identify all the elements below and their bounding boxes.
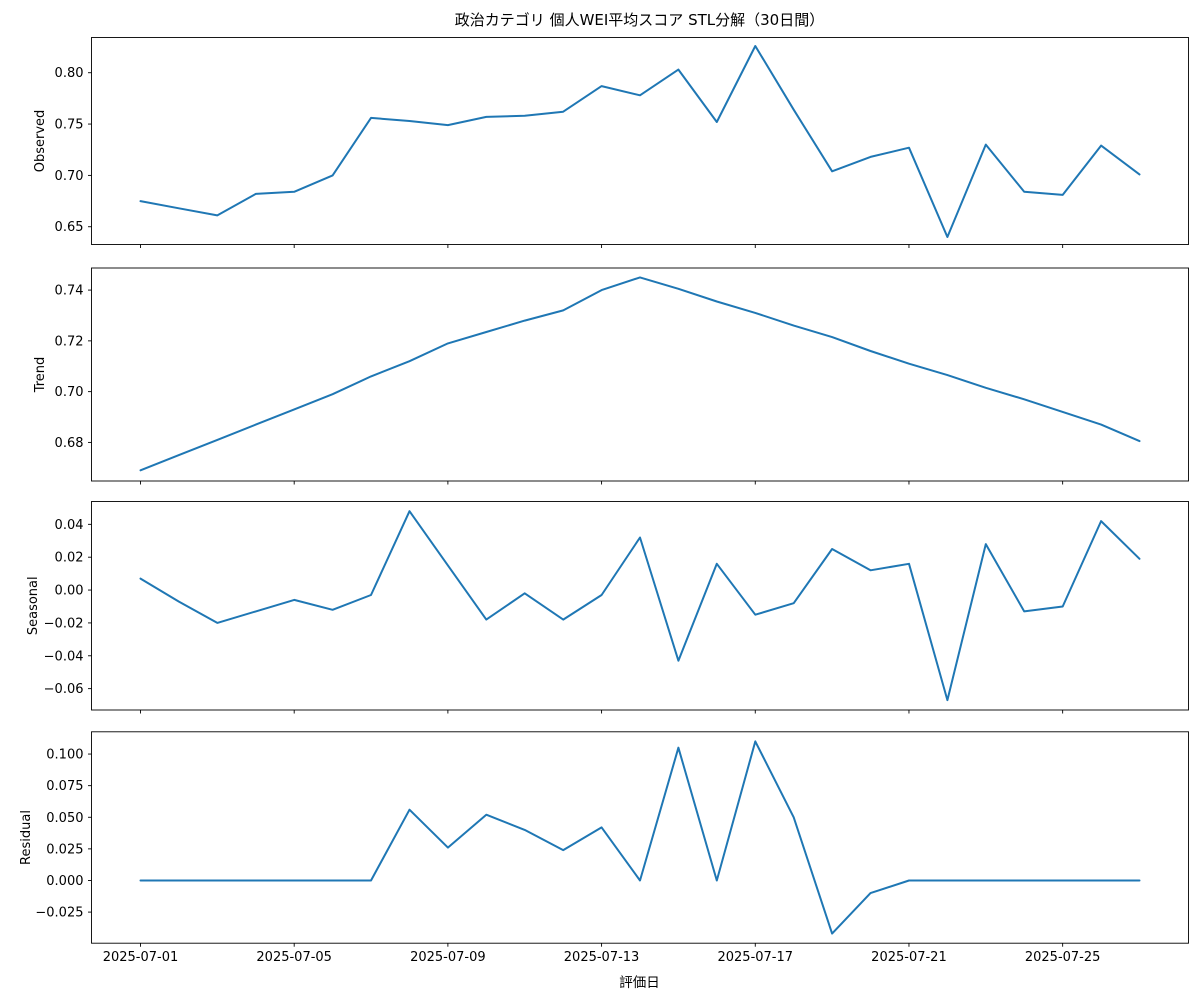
panel-border [91, 501, 1189, 711]
series-line-trend [139, 276, 1141, 472]
x-tick-label: 2025-07-21 [871, 950, 947, 965]
x-tick-label: 2025-07-13 [564, 950, 640, 965]
y-tick-label: 0.025 [46, 842, 83, 857]
y-tick-label: 0.72 [55, 334, 84, 349]
y-tick-label: 0.050 [46, 811, 83, 826]
y-tick-label: 0.100 [46, 748, 83, 763]
panel-residual: −0.025 0.000 0.025 0.050 0.075 0.100 2025-07-0… [19, 731, 1189, 965]
y-tick-label: 0.70 [55, 169, 84, 184]
y-axis-label: Seasonal [26, 576, 41, 635]
y-axis-label: Observed [33, 110, 48, 173]
panel-border [91, 37, 1189, 245]
y-axis-label: Residual [19, 810, 34, 865]
y-axis-label: Trend [33, 357, 48, 394]
series-line-seasonal [139, 510, 1141, 702]
y-tick-label: 0.68 [55, 436, 84, 451]
x-tick-label: 2025-07-09 [410, 950, 486, 965]
y-tick-label: 0.02 [55, 551, 84, 566]
x-tick-label: 2025-07-05 [256, 950, 332, 965]
y-tick-label: 0.000 [46, 874, 83, 889]
panel-observed: 0.65 0.70 0.75 0.80 Observed [33, 37, 1189, 248]
y-tick-label: 0.74 [55, 284, 84, 299]
y-tick-label: 0.04 [55, 518, 84, 533]
y-tick-label: 0.075 [46, 779, 83, 794]
y-tick-label: −0.06 [44, 682, 84, 697]
x-tick-label: 2025-07-25 [1025, 950, 1101, 965]
series-line-residual [139, 740, 1141, 935]
panel-trend: 0.68 0.70 0.72 0.74 Trend [33, 267, 1189, 485]
panel-border [91, 267, 1189, 482]
y-tick-label: 0.00 [55, 584, 84, 599]
y-tick-label: 0.75 [55, 118, 84, 133]
y-tick-label: −0.04 [44, 649, 84, 664]
y-tick-label: 0.65 [55, 220, 84, 235]
x-axis-label: 評価日 [619, 975, 660, 991]
panel-seasonal: −0.06 −0.04 −0.02 0.00 0.02 0.04 Seasonal [26, 501, 1189, 714]
y-tick-label: −0.02 [44, 616, 84, 631]
y-tick-label: −0.025 [35, 906, 83, 921]
chart-title: 政治カテゴリ 個人WEI平均スコア STL分解（30日間） [454, 11, 825, 29]
y-tick-label: 0.80 [55, 66, 84, 81]
y-tick-label: 0.70 [55, 385, 84, 400]
panel-border [91, 731, 1189, 944]
x-tick-label: 2025-07-17 [717, 950, 793, 965]
series-line-observed [139, 45, 1141, 238]
x-tick-label: 2025-07-01 [103, 950, 179, 965]
